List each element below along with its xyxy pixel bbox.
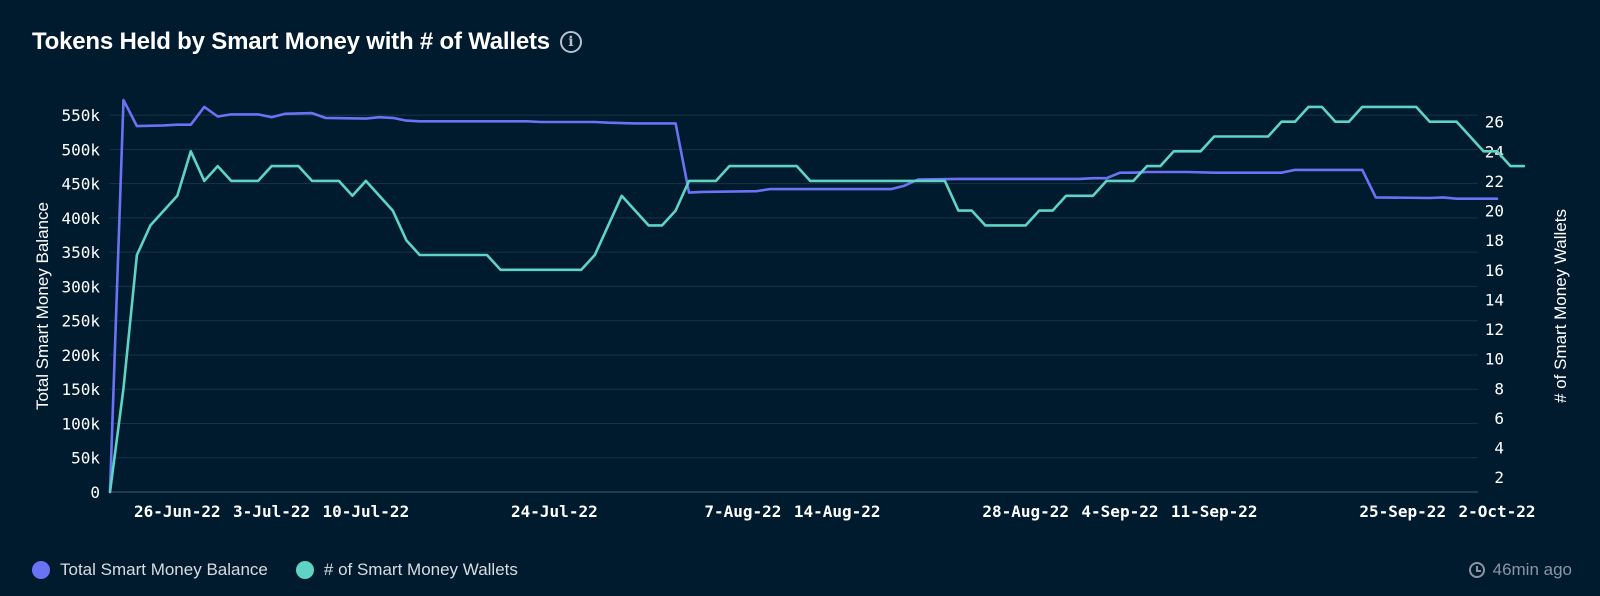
x-tick-label: 4-Sep-22: [1081, 502, 1158, 521]
legend-item-balance[interactable]: Total Smart Money Balance: [32, 560, 268, 580]
right-axis-title: # of Smart Money Wallets: [1551, 209, 1570, 403]
gridlines: [110, 114, 1478, 493]
x-tick-label: 28-Aug-22: [982, 502, 1069, 521]
left-y-tick-label: 100k: [61, 414, 100, 433]
left-y-tick-label: 150k: [61, 380, 100, 399]
last-updated-text: 46min ago: [1492, 560, 1572, 579]
right-y-tick-label: 16: [1485, 261, 1504, 280]
left-y-tick-label: 50k: [71, 449, 100, 468]
legend-swatch-wallets: [295, 561, 314, 579]
info-icon[interactable]: i: [559, 31, 582, 53]
x-axis-ticks: 26-Jun-22 3-Jul-22 10-Jul-22 24-Jul-22 7-Aug…: [134, 502, 1536, 521]
right-y-tick-label: 26: [1485, 113, 1504, 132]
x-tick-label: 2-Oct-22: [1458, 502, 1535, 521]
left-y-tick-label: 400k: [61, 209, 100, 228]
last-updated: 46min ago: [1468, 560, 1572, 580]
left-y-tick-label: 450k: [61, 175, 100, 194]
right-y-tick-label: 6: [1494, 409, 1504, 428]
legend-swatch-balance: [32, 561, 50, 579]
left-y-tick-label: 550k: [61, 106, 100, 125]
chart-title: Tokens Held by Smart Money with # of Wal…: [32, 28, 550, 55]
x-tick-label: 26-Jun-22: [134, 502, 221, 521]
right-y-tick-label: 12: [1485, 320, 1504, 339]
legend-label-balance: Total Smart Money Balance: [60, 560, 268, 579]
x-tick-label: 25-Sep-22: [1359, 502, 1446, 521]
x-tick-label: 3-Jul-22: [233, 502, 310, 521]
left-y-tick-label: 250k: [61, 312, 100, 331]
x-tick-label: 14-Aug-22: [794, 502, 881, 521]
right-y-tick-label: 20: [1485, 202, 1504, 221]
left-y-tick-label: 300k: [61, 277, 100, 296]
left-y-tick-label: 0: [90, 483, 100, 502]
left-y-tick-label: 500k: [61, 140, 100, 159]
series-line-wallets[interactable]: [108, 105, 1526, 494]
right-y-tick-label: 8: [1494, 379, 1504, 398]
legend-item-wallets[interactable]: # of Smart Money Wallets: [295, 560, 518, 580]
x-tick-label: 7-Aug-22: [704, 502, 781, 521]
left-y-axis-ticks: 0 50k 100k 150k 200k 250k 300k 350k 400k 450k 500k…: [61, 106, 100, 502]
left-y-tick-label: 350k: [61, 243, 100, 262]
clock-icon: [1468, 562, 1485, 578]
right-y-tick-label: 22: [1485, 172, 1504, 191]
left-y-tick-label: 200k: [61, 346, 100, 365]
x-tick-label: 24-Jul-22: [511, 502, 598, 521]
legend-label-wallets: # of Smart Money Wallets: [323, 560, 518, 579]
right-y-tick-label: 18: [1485, 231, 1504, 250]
chart-legend: Total Smart Money Balance # of Smart Mon…: [32, 560, 518, 580]
right-y-tick-label: 2: [1494, 468, 1504, 487]
series-line-balance[interactable]: [108, 98, 1499, 494]
x-tick-label: 10-Jul-22: [323, 502, 410, 521]
left-axis-title: Total Smart Money Balance: [33, 202, 52, 410]
right-y-tick-label: 10: [1485, 350, 1504, 369]
right-y-tick-label: 4: [1494, 439, 1504, 458]
chart-header: Tokens Held by Smart Money with # of Wal…: [32, 28, 582, 56]
right-y-tick-label: 14: [1485, 290, 1504, 309]
series-layer: [108, 98, 1526, 494]
x-tick-label: 11-Sep-22: [1171, 502, 1258, 521]
